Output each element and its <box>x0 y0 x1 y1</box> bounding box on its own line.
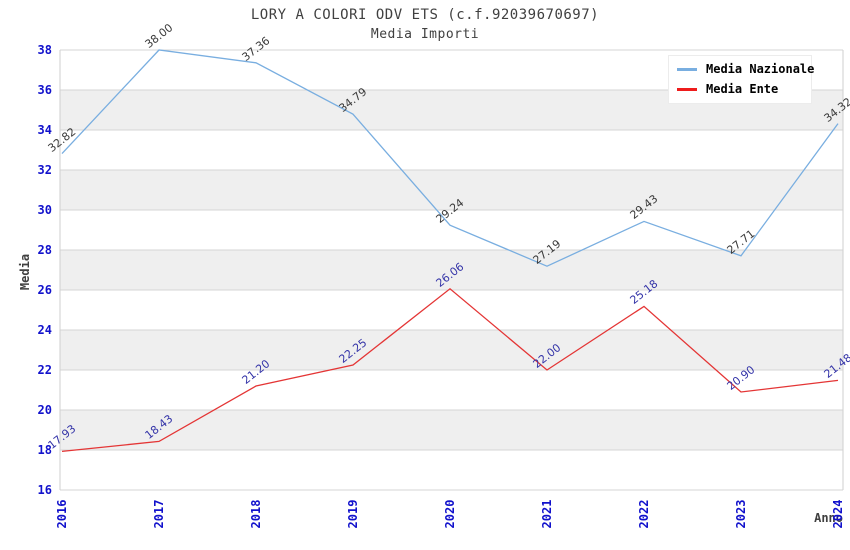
media-ente-line-swatch-icon <box>677 87 697 91</box>
legend-item-media-ente: Media Ente <box>669 79 811 99</box>
legend-item-media-nazionale: Media Nazionale <box>669 59 815 79</box>
plot-band <box>60 170 843 210</box>
x-tick-label: 2024 <box>831 499 845 529</box>
chart-subtitle: Media Importi <box>370 27 480 42</box>
x-tick-label: 2021 <box>540 499 554 529</box>
y-tick-label: 36 <box>37 83 52 97</box>
y-tick-label: 22 <box>37 363 52 377</box>
legend-label: Media Nazionale <box>706 62 815 76</box>
y-tick-label: 18 <box>37 443 52 457</box>
legend-label: Media Ente <box>706 82 779 96</box>
legend: Media Nazionale Media Ente <box>668 55 815 104</box>
chart-title: LORY A COLORI ODV ETS (c.f.92039670697) <box>250 7 600 23</box>
y-tick-label: 28 <box>37 243 52 257</box>
plot-band <box>60 250 843 290</box>
y-tick-label: 24 <box>37 323 52 337</box>
plot-band <box>60 330 843 370</box>
x-axis-title: Anno <box>814 511 843 525</box>
plot-band <box>60 410 843 450</box>
media-nazionale-line-swatch-icon <box>677 67 697 71</box>
x-tick-label: 2016 <box>55 499 69 529</box>
series-line-media-nazionale <box>61 49 839 267</box>
y-tick-label: 30 <box>37 203 52 217</box>
y-tick-label: 34 <box>37 123 52 137</box>
y-tick-label: 38 <box>37 43 52 57</box>
y-tick-label: 16 <box>37 483 52 497</box>
x-tick-label: 2020 <box>443 499 457 529</box>
x-tick-label: 2023 <box>734 499 748 529</box>
series-line-media-ente <box>61 287 839 453</box>
y-tick-label: 26 <box>37 283 52 297</box>
y-tick-label: 20 <box>37 403 52 417</box>
x-tick-label: 2022 <box>637 499 651 529</box>
x-tick-label: 2018 <box>249 499 263 529</box>
y-tick-label: 32 <box>37 163 52 177</box>
x-tick-label: 2017 <box>152 499 166 529</box>
x-tick-label: 2019 <box>346 499 360 529</box>
